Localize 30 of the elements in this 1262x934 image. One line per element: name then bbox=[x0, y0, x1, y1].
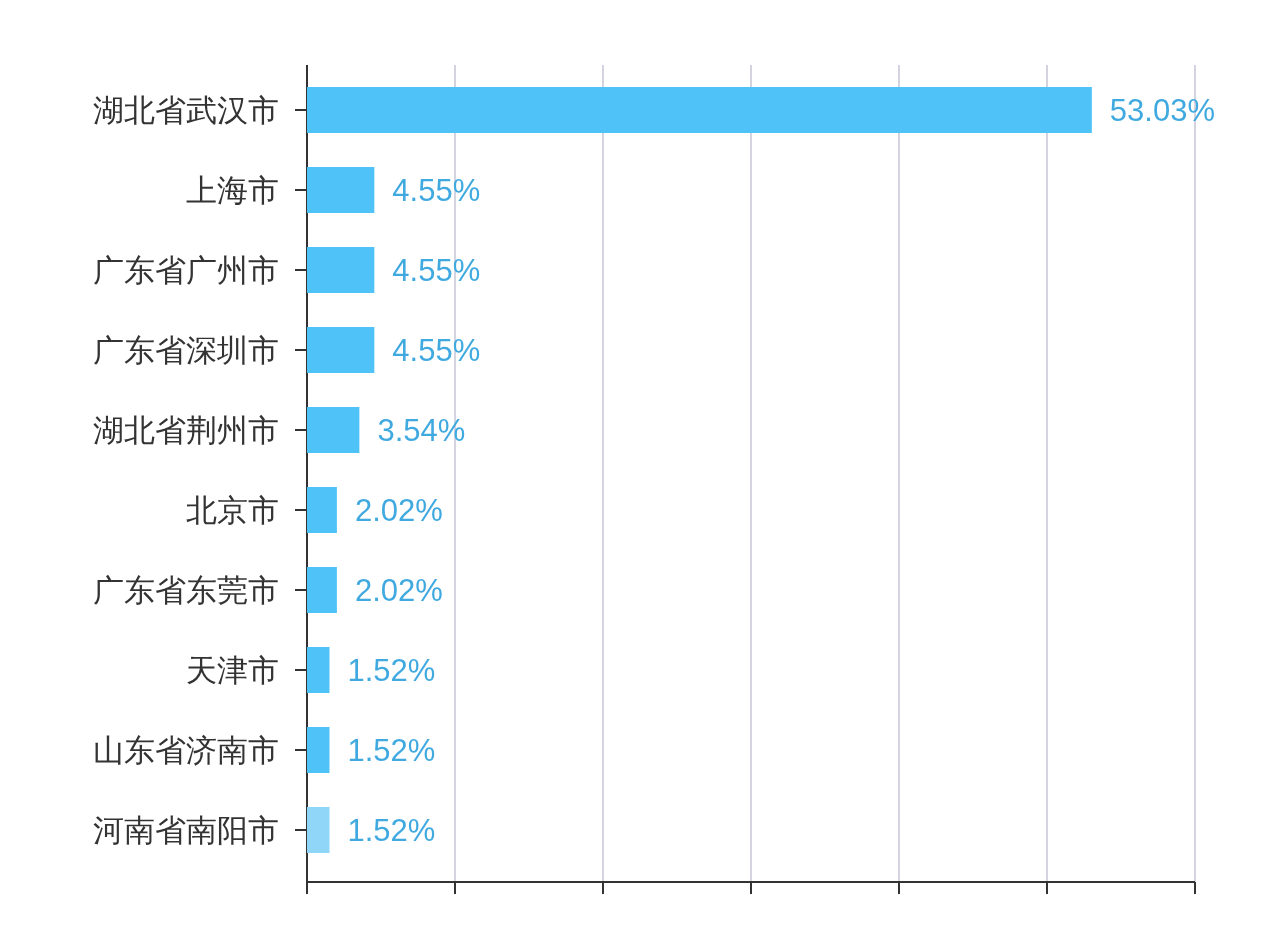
y-tick-label: 湖北省武汉市 bbox=[93, 93, 279, 128]
data-label: 53.03% bbox=[1109, 93, 1215, 128]
data-label: 1.52% bbox=[347, 733, 436, 768]
data-label: 2.02% bbox=[354, 493, 443, 528]
data-label: 1.52% bbox=[347, 813, 436, 848]
bar bbox=[307, 247, 375, 293]
data-label: 4.55% bbox=[392, 333, 481, 368]
y-tick-label: 广东省东莞市 bbox=[93, 573, 279, 608]
bar bbox=[307, 807, 330, 853]
data-label: 1.52% bbox=[347, 653, 436, 688]
data-label: 4.55% bbox=[392, 173, 481, 208]
bar bbox=[307, 487, 337, 533]
y-tick-label: 上海市 bbox=[186, 173, 279, 208]
y-tick-label: 北京市 bbox=[186, 493, 279, 528]
y-tick-label: 天津市 bbox=[186, 653, 279, 688]
bar bbox=[307, 327, 375, 373]
bar bbox=[307, 647, 330, 693]
data-label: 2.02% bbox=[354, 573, 443, 608]
bar bbox=[307, 567, 337, 613]
y-tick-label: 山东省济南市 bbox=[93, 733, 279, 768]
data-label: 4.55% bbox=[392, 253, 481, 288]
bar bbox=[307, 727, 330, 773]
y-tick-label: 广东省广州市 bbox=[93, 253, 279, 288]
data-label: 3.54% bbox=[377, 413, 466, 448]
y-tick-label: 湖北省荆州市 bbox=[93, 413, 279, 448]
y-tick-label: 河南省南阳市 bbox=[93, 813, 279, 848]
bar bbox=[307, 87, 1092, 133]
bar bbox=[307, 407, 360, 453]
y-tick-label: 广东省深圳市 bbox=[93, 333, 279, 368]
bar bbox=[307, 167, 375, 213]
